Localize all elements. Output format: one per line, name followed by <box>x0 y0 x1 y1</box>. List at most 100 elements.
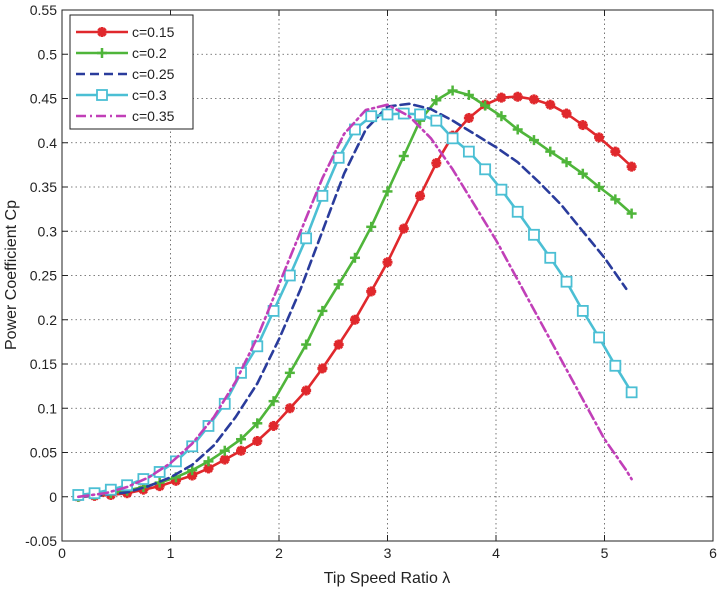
legend-label: c=0.25 <box>132 66 175 82</box>
series-c-0-35 <box>77 103 633 499</box>
marker-core <box>498 94 505 101</box>
data-point-marker <box>301 385 312 396</box>
data-point-marker <box>219 445 230 456</box>
y-tick-label: 0.4 <box>38 135 58 151</box>
y-axis-label: Power Coefficient Cp <box>3 200 20 350</box>
marker-core <box>547 101 554 108</box>
marker-core <box>254 437 261 444</box>
y-tick-label: -0.05 <box>25 533 57 549</box>
data-point-marker <box>252 435 263 446</box>
data-point-marker <box>463 112 474 123</box>
data-point-marker <box>593 331 605 344</box>
data-point-marker <box>316 189 329 202</box>
data-point-marker <box>528 228 540 241</box>
data-point-marker <box>446 132 459 145</box>
marker-core <box>368 288 375 295</box>
data-point-marker <box>300 232 313 245</box>
legend-label: c=0.2 <box>132 45 167 61</box>
data-point-marker <box>577 168 588 179</box>
marker-core <box>612 148 619 155</box>
legend-box <box>69 14 194 130</box>
data-point-marker <box>186 440 199 453</box>
marker-core <box>351 316 358 323</box>
data-point-marker <box>268 420 279 431</box>
data-point-marker <box>625 386 638 399</box>
data-point-marker <box>104 483 117 496</box>
data-point-marker <box>283 269 296 282</box>
data-point-marker <box>594 132 605 143</box>
marker-core <box>596 134 603 141</box>
data-point-marker <box>496 111 507 122</box>
data-point-marker <box>284 403 295 414</box>
data-point-marker <box>382 186 393 197</box>
data-point-marker <box>545 146 556 157</box>
data-point-marker <box>594 182 605 192</box>
marker-core <box>335 341 342 348</box>
legend-entry: c=0.25 <box>76 66 175 82</box>
data-point-marker <box>317 305 328 316</box>
marker-core <box>286 405 293 412</box>
data-point-marker <box>382 257 393 268</box>
data-point-marker <box>349 252 360 263</box>
legend-label: c=0.35 <box>132 108 175 124</box>
data-point-marker <box>317 363 328 374</box>
marker-core <box>563 110 570 117</box>
data-point-marker <box>463 89 474 100</box>
series-line <box>77 102 628 499</box>
legend-label: c=0.15 <box>132 24 175 40</box>
data-point-marker <box>528 94 539 105</box>
data-point-marker <box>301 339 312 350</box>
data-point-marker <box>202 420 215 432</box>
data-point-marker <box>268 396 279 407</box>
legend-label: c=0.3 <box>132 87 167 103</box>
marker-core <box>465 114 472 121</box>
data-point-marker <box>366 221 377 232</box>
marker-core <box>238 447 245 454</box>
x-tick-label: 0 <box>58 545 66 561</box>
data-point-marker <box>97 48 107 58</box>
marker-core <box>384 259 391 266</box>
x-tick-label: 4 <box>492 545 500 561</box>
marker-core <box>400 225 407 232</box>
data-point-marker <box>561 157 572 168</box>
x-tick-label: 2 <box>275 545 283 561</box>
data-point-marker <box>462 145 475 158</box>
data-point-marker <box>512 124 523 135</box>
marker-core <box>417 192 424 199</box>
y-tick-label: 0.25 <box>30 268 57 284</box>
legend: c=0.15 c=0.2 c=0.25 c=0.3 c=0.35 <box>69 14 194 130</box>
data-point-marker <box>430 114 443 127</box>
data-point-marker <box>284 367 295 378</box>
data-point-marker <box>545 99 556 110</box>
data-point-marker <box>333 279 344 290</box>
data-point-marker <box>480 100 491 111</box>
data-point-marker <box>626 161 637 172</box>
marker-core <box>433 160 440 167</box>
legend-entry: c=0.2 <box>76 45 167 61</box>
y-tick-label: 0.15 <box>30 356 57 372</box>
data-point-marker <box>576 304 589 317</box>
marker-core <box>99 29 105 35</box>
data-point-marker <box>414 108 426 121</box>
x-tick-label: 1 <box>167 545 175 561</box>
data-point-marker <box>512 91 523 102</box>
marker-core <box>628 163 635 170</box>
data-point-marker <box>236 434 247 445</box>
x-axis-label: Tip Speed Ratio λ <box>324 570 451 587</box>
y-tick-label: 0.35 <box>30 179 57 195</box>
tick-labels: 0 1 2 3 4 5 6-0.0500.050.10.150.20.250.30.350.… <box>25 2 717 561</box>
x-tick-label: 6 <box>709 545 717 561</box>
y-tick-label: 0.5 <box>38 46 58 62</box>
data-point-marker <box>511 205 524 218</box>
data-point-marker <box>609 359 622 372</box>
legend-entry: c=0.35 <box>76 108 175 124</box>
data-point-marker <box>398 151 409 162</box>
data-point-marker <box>349 314 360 325</box>
series-c-0-25 <box>77 102 628 499</box>
data-point-marker <box>333 339 344 350</box>
y-tick-label: 0.2 <box>38 312 58 328</box>
data-point-marker <box>236 445 247 456</box>
data-point-marker <box>381 108 394 121</box>
marker-core <box>319 365 326 372</box>
series-line <box>77 103 633 499</box>
